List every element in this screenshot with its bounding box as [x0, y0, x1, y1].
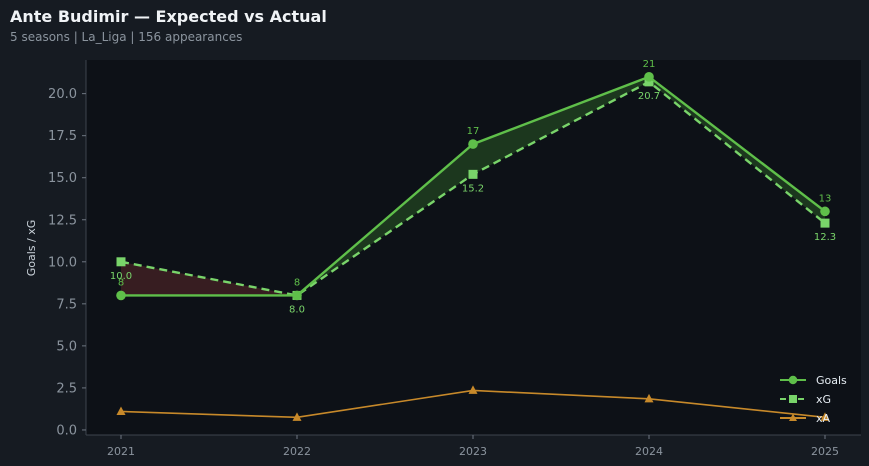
xa-point — [644, 393, 654, 403]
xa-point — [820, 412, 830, 421]
goals-data-label: 8 — [118, 277, 124, 288]
chart-subtitle: 5 seasons | La_Liga | 156 appearances — [10, 30, 243, 44]
xg-data-label: 15.2 — [462, 183, 484, 194]
y-tick-label: 12.5 — [48, 213, 77, 228]
x-tick-label: 2025 — [811, 445, 839, 458]
x-tick-label: 2024 — [635, 445, 663, 458]
goals-point — [820, 206, 830, 217]
y-tick-label: 10.0 — [48, 255, 77, 270]
y-tick-label: 20.0 — [48, 87, 77, 102]
legend-goals-marker — [788, 375, 798, 385]
xa-point — [292, 412, 302, 421]
legend-xg-marker — [789, 395, 797, 403]
legend-xa-label: xA — [816, 412, 831, 425]
x-tick-label: 2021 — [107, 445, 135, 458]
xg-data-label: 10.0 — [110, 271, 132, 282]
xa-point — [468, 385, 478, 394]
xg-point — [468, 169, 478, 179]
y-tick-label: 0.0 — [56, 423, 77, 438]
data-labels: 8 8 17 21 13 10.0 8.0 15.2 20.7 12.3 — [110, 59, 836, 316]
plot-area — [86, 60, 861, 435]
xg-data-label: 20.7 — [638, 91, 660, 102]
y-tick-label: 7.5 — [56, 297, 77, 312]
chart-title: Ante Budimir — Expected vs Actual — [10, 7, 327, 26]
goals-data-label: 21 — [643, 59, 656, 70]
y-tick-label: 5.0 — [56, 339, 77, 354]
xa-point — [116, 406, 126, 415]
goals-data-label: 8 — [294, 277, 300, 288]
xg-point — [820, 218, 830, 228]
goals-point — [468, 139, 478, 149]
legend-goals-label: Goals — [816, 374, 847, 387]
xg-data-label: 12.3 — [814, 232, 836, 243]
goals-point — [116, 290, 126, 301]
axes: 0.0 2.5 5.0 7.5 10.0 12.5 15.0 17.5 20.0 2021 2022… — [48, 60, 861, 458]
legend: Goals xG xA — [780, 374, 847, 425]
x-tick-label: 2023 — [459, 445, 487, 458]
goals-data-label: 13 — [819, 193, 832, 204]
legend-xa-marker — [789, 413, 797, 421]
xg-point — [644, 77, 654, 87]
y-tick-label: 15.0 — [48, 171, 77, 186]
legend-xg-label: xG — [816, 393, 831, 406]
goals-point — [644, 72, 654, 82]
xg-data-label: 8.0 — [289, 304, 305, 315]
y-tick-label: 17.5 — [48, 129, 77, 144]
xg-point — [116, 257, 126, 267]
x-tick-label: 2022 — [283, 445, 311, 458]
y-axis-label: Goals / xG — [25, 220, 38, 277]
goals-point — [292, 290, 302, 301]
series-lines — [116, 72, 830, 421]
goals-data-label: 17 — [467, 126, 480, 137]
y-tick-label: 2.5 — [56, 381, 77, 396]
